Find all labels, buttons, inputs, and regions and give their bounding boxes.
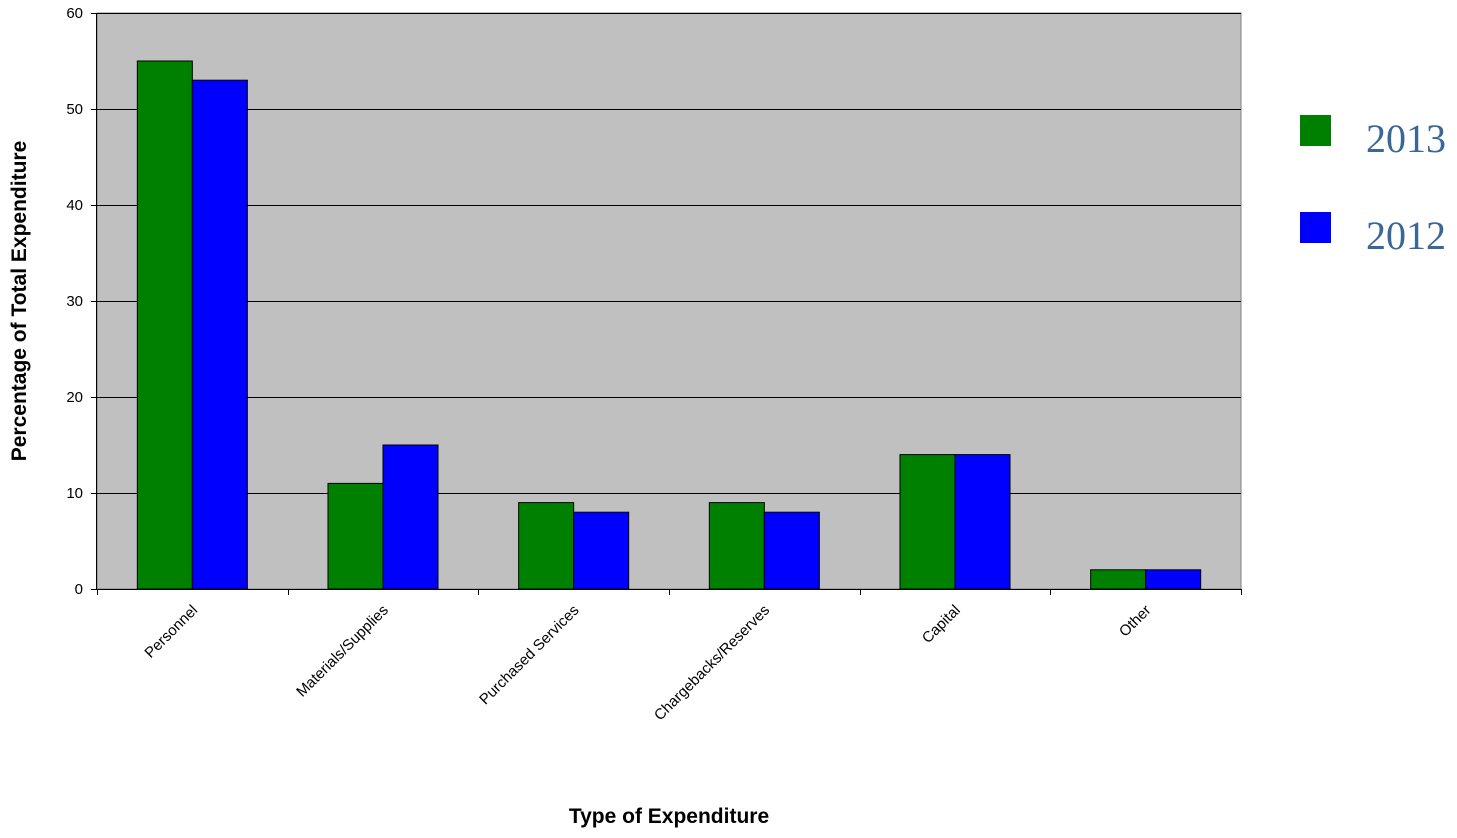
x-tick-label: Other: [1116, 602, 1155, 641]
bar-2012-purchased-services: [573, 511, 630, 590]
y-tick-label: 20: [66, 389, 83, 406]
bar-2012-capital: [954, 454, 1011, 590]
x-tick-label: Purchased Services: [476, 602, 582, 708]
legend-swatch-2012: [1300, 212, 1331, 243]
bar-2013-capital: [899, 454, 956, 590]
bar-2012-chargebacks-reserves: [763, 511, 820, 590]
x-tick-label: Materials/Supplies: [293, 602, 392, 701]
axes: [91, 13, 1242, 595]
y-tick-labels: 0 10 20 30 40 50 60: [66, 5, 83, 598]
legend: 2013 2012: [1300, 115, 1446, 258]
bar-2012-personnel: [191, 79, 248, 590]
y-tick-label: 60: [66, 5, 83, 22]
y-tick-label: 10: [66, 485, 83, 502]
bar-2012-other: [1145, 569, 1202, 590]
gridlines: [97, 13, 1241, 494]
bars: [136, 60, 1202, 590]
bar-2013-purchased-services: [518, 502, 575, 590]
legend-swatch-2013: [1300, 115, 1331, 146]
x-tick-label: Personnel: [141, 602, 201, 662]
y-tick-label: 30: [66, 293, 83, 310]
legend-label-2012: 2012: [1366, 213, 1446, 258]
legend-label-2013: 2013: [1366, 116, 1446, 161]
bar-2012-materials-supplies: [382, 444, 439, 590]
y-axis-title: Percentage of Total Expenditure: [8, 141, 31, 462]
y-tick-label: 50: [66, 101, 83, 118]
y-tick-label: 40: [66, 197, 83, 214]
x-tick-label: Capital: [919, 602, 964, 647]
x-tick-label: Chargebacks/Reserves: [651, 602, 773, 724]
x-tick-labels: Personnel Materials/Supplies Purchased Ser…: [141, 602, 1154, 724]
bar-2013-chargebacks-reserves: [708, 502, 765, 590]
bar-2013-personnel: [136, 60, 193, 590]
bar-2013-other: [1090, 569, 1147, 590]
bar-2013-materials-supplies: [327, 482, 384, 590]
x-axis-title: Type of Expenditure: [569, 805, 769, 828]
y-tick-label: 0: [75, 581, 83, 598]
